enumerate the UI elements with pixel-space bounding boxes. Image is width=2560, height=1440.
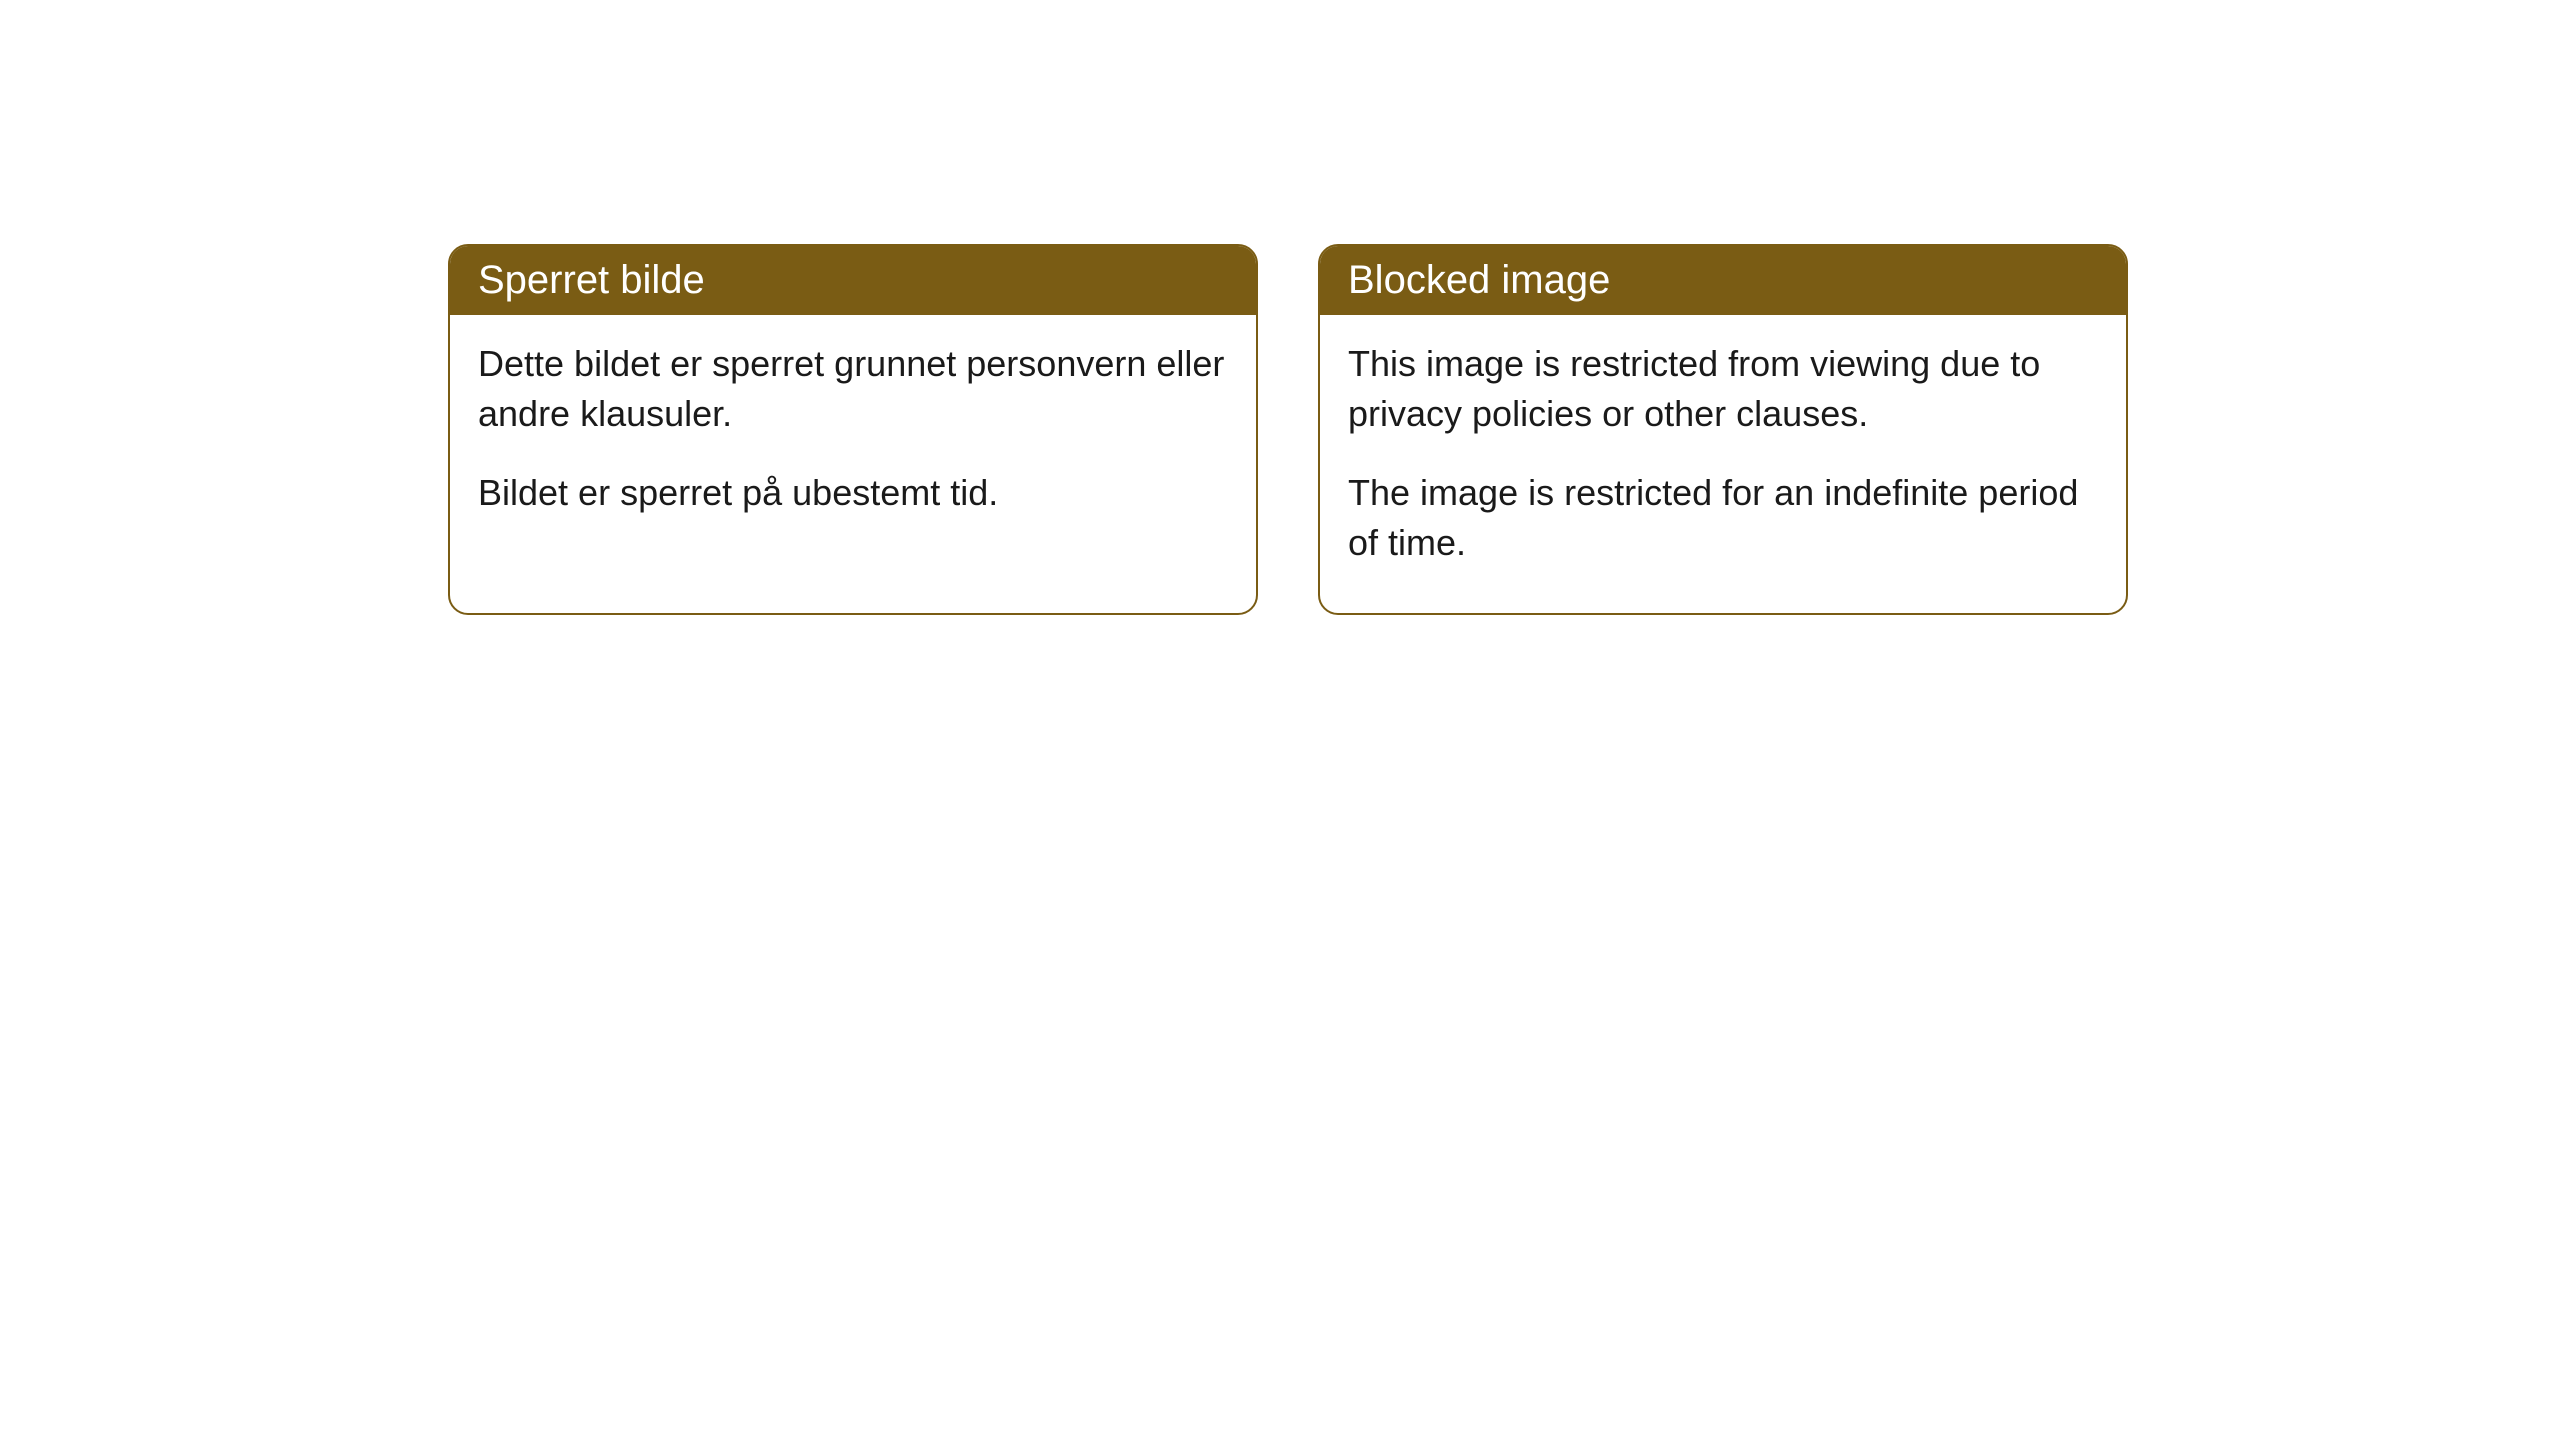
card-title: Blocked image bbox=[1348, 258, 1610, 302]
notice-card-english: Blocked image This image is restricted f… bbox=[1318, 244, 2128, 615]
card-paragraph: Bildet er sperret på ubestemt tid. bbox=[478, 468, 1228, 518]
card-paragraph: Dette bildet er sperret grunnet personve… bbox=[478, 339, 1228, 440]
notice-container: Sperret bilde Dette bildet er sperret gr… bbox=[0, 0, 2560, 615]
card-body: Dette bildet er sperret grunnet personve… bbox=[450, 315, 1256, 562]
card-body: This image is restricted from viewing du… bbox=[1320, 315, 2126, 613]
notice-card-norwegian: Sperret bilde Dette bildet er sperret gr… bbox=[448, 244, 1258, 615]
card-header: Blocked image bbox=[1320, 246, 2126, 315]
card-paragraph: The image is restricted for an indefinit… bbox=[1348, 468, 2098, 569]
card-paragraph: This image is restricted from viewing du… bbox=[1348, 339, 2098, 440]
card-header: Sperret bilde bbox=[450, 246, 1256, 315]
card-title: Sperret bilde bbox=[478, 258, 705, 302]
